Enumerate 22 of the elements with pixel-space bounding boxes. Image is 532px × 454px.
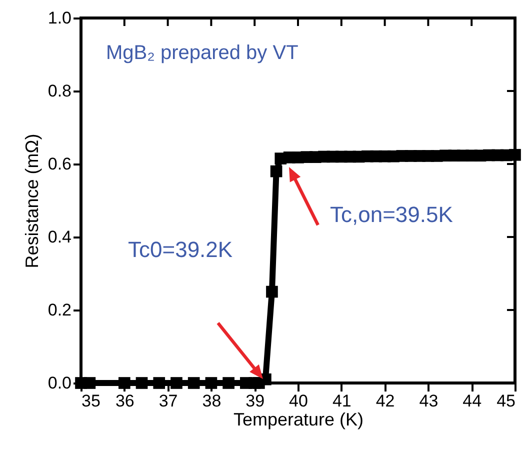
x-tick-label: 45 <box>496 392 516 410</box>
y-tick-label: 0.0 <box>48 374 72 392</box>
x-tick-label: 40 <box>289 392 308 410</box>
x-tick-label: 38 <box>202 392 222 410</box>
x-axis-title: Temperature (K) <box>233 410 364 430</box>
y-tick-label: 0.4 <box>48 228 72 246</box>
y-tick-label: 1.0 <box>48 8 72 28</box>
x-tick-label: 43 <box>419 392 438 410</box>
y-tick-label: 0.2 <box>48 300 72 320</box>
y-tick-label: 0.6 <box>48 154 72 174</box>
annotation: Tc0=39.2K <box>128 237 233 262</box>
x-tick-label: 42 <box>376 392 395 410</box>
y-tick-label: 0.8 <box>48 82 72 100</box>
x-tick-label: 35 <box>82 392 100 410</box>
y-axis-title: Resistance (mΩ) <box>22 134 42 268</box>
x-tick-label: 36 <box>115 392 134 410</box>
annotation: Tc,on=39.5K <box>330 202 454 227</box>
x-tick-label: 39 <box>246 392 265 410</box>
x-tick-label: 41 <box>332 392 352 410</box>
x-tick-label: 44 <box>462 392 482 410</box>
annotation: MgB₂ prepared by VT <box>106 42 298 64</box>
x-tick-label: 37 <box>158 392 178 410</box>
